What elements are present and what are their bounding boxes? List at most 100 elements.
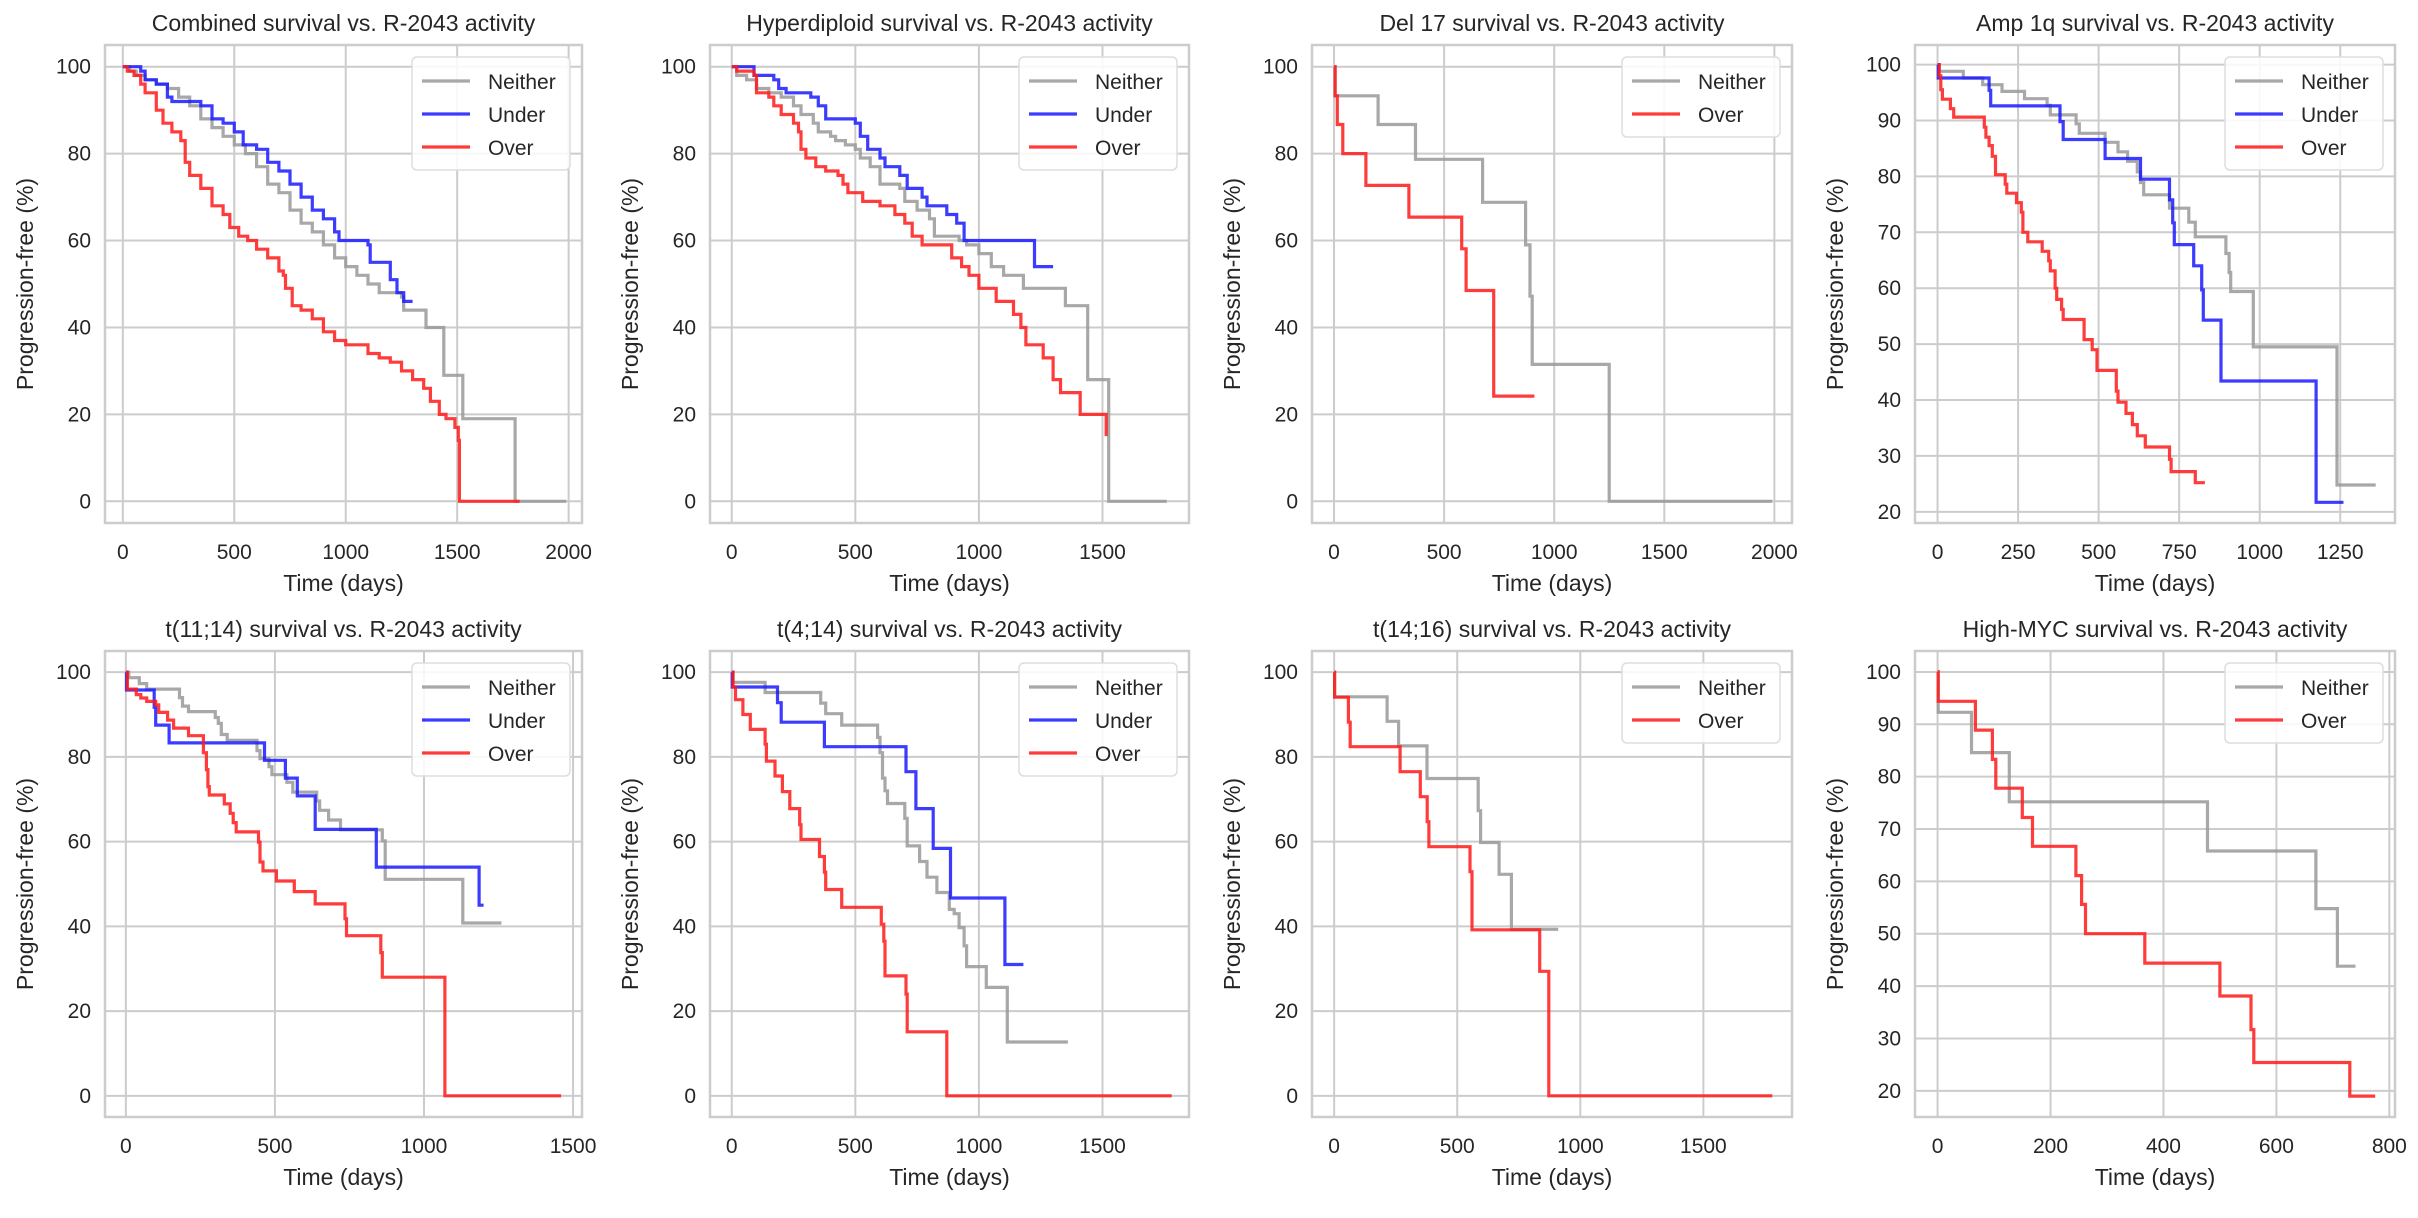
x-axis-label: Time (days) <box>2095 1164 2216 1190</box>
y-tick-label: 20 <box>1275 403 1298 426</box>
series-line-over <box>1937 62 2205 485</box>
chart-panel-4: 0 250 500 750 1000 1250 20 30 40 50 60 70 80 90 100 Amp… <box>1822 10 2397 596</box>
legend-box <box>1018 662 1178 777</box>
y-tick-label: 60 <box>1878 277 1901 300</box>
series-line-under <box>122 65 413 303</box>
x-tick-label: 0 <box>1328 541 1340 564</box>
x-axis-label: Time (days) <box>1492 570 1613 596</box>
x-axis-label: Time (days) <box>283 1164 404 1190</box>
legend-label: Over <box>1698 104 1744 127</box>
legend-label: Neither <box>1698 677 1766 700</box>
chart-panel-8: 0 200 400 600 800 20 30 40 50 60 70 80 90 100 High-MYC… <box>1822 616 2407 1190</box>
x-tick-label: 1250 <box>2317 541 2364 564</box>
axes-frame <box>1310 43 1794 525</box>
y-tick-label: 60 <box>673 230 696 253</box>
y-tick-label: 0 <box>684 490 696 513</box>
y-tick-label: 50 <box>1878 923 1901 946</box>
legend-label: Neither <box>1698 71 1766 94</box>
legend: Neither Over <box>1621 56 1781 138</box>
x-tick-label: 1500 <box>434 541 481 564</box>
series-line-neither <box>731 65 1167 503</box>
x-tick-label: 400 <box>2146 1135 2181 1158</box>
chart-title: High-MYC survival vs. R-2043 activity <box>1963 616 2348 642</box>
y-tick-label: 40 <box>1275 915 1298 938</box>
y-tick-label: 20 <box>1878 1080 1901 1103</box>
y-tick-label: 80 <box>1275 746 1298 769</box>
y-tick-label: 20 <box>68 403 91 426</box>
y-tick-label: 60 <box>68 230 91 253</box>
x-tick-label: 0 <box>117 541 129 564</box>
series-line-over <box>125 670 562 1098</box>
y-tick-label: 60 <box>1275 230 1298 253</box>
legend-label: Neither <box>1095 677 1163 700</box>
x-tick-label: 0 <box>726 1135 738 1158</box>
y-tick-label: 20 <box>68 1000 91 1023</box>
legend-label: Over <box>2301 137 2347 160</box>
series-line-neither <box>125 670 502 925</box>
chart-panel-5: 0 500 1000 1500 0 20 40 60 80 100 t(11;14) surviva… <box>12 616 596 1190</box>
y-tick-label: 100 <box>1263 661 1298 684</box>
y-tick-label: 40 <box>68 915 91 938</box>
x-tick-label: 1500 <box>1079 1135 1126 1158</box>
chart-title: Hyperdiploid survival vs. R-2043 activit… <box>746 10 1153 36</box>
y-axis-label: Progression-free (%) <box>1822 178 1848 390</box>
series-line-neither <box>1937 62 2376 487</box>
legend-box <box>1621 662 1781 744</box>
y-axis-label: Progression-free (%) <box>617 178 643 390</box>
chart-title: t(11;14) survival vs. R-2043 activity <box>165 616 522 642</box>
series-line-under <box>731 65 1054 269</box>
x-tick-label: 1000 <box>401 1135 448 1158</box>
legend-label: Over <box>1095 743 1141 766</box>
chart-title: Del 17 survival vs. R-2043 activity <box>1379 10 1725 36</box>
y-tick-label: 30 <box>1878 1027 1901 1050</box>
x-tick-label: 1000 <box>1531 541 1578 564</box>
y-tick-label: 80 <box>1878 165 1901 188</box>
y-tick-label: 100 <box>1263 56 1298 79</box>
y-axis-label: Progression-free (%) <box>12 778 38 990</box>
y-tick-label: 100 <box>56 56 91 79</box>
y-tick-label: 70 <box>1878 818 1901 841</box>
series-line-neither <box>122 65 567 503</box>
y-tick-label: 0 <box>1286 1085 1298 1108</box>
x-axis-label: Time (days) <box>2095 570 2216 596</box>
y-tick-label: 90 <box>1878 109 1901 132</box>
x-axis-label: Time (days) <box>889 1164 1010 1190</box>
y-tick-label: 40 <box>673 915 696 938</box>
y-tick-label: 100 <box>661 661 696 684</box>
y-axis-label: Progression-free (%) <box>1219 778 1245 990</box>
chart-title: Amp 1q survival vs. R-2043 activity <box>1976 10 2334 36</box>
axes-frame <box>103 649 584 1119</box>
legend-label: Neither <box>2301 71 2369 94</box>
x-tick-label: 500 <box>1427 541 1462 564</box>
axes-frame <box>103 43 584 525</box>
y-axis-label: Progression-free (%) <box>12 178 38 390</box>
legend-box <box>411 662 571 777</box>
x-tick-label: 0 <box>1932 541 1944 564</box>
legend-label: Under <box>488 104 545 127</box>
legend-box <box>1621 56 1781 138</box>
x-tick-label: 1000 <box>956 541 1003 564</box>
x-tick-label: 1500 <box>550 1135 597 1158</box>
x-tick-label: 500 <box>257 1135 292 1158</box>
y-tick-label: 40 <box>1878 975 1901 998</box>
chart-panel-1: 0 500 1000 1500 2000 0 20 40 60 80 100 Combined sur… <box>12 10 592 596</box>
legend: Neither Under Over <box>411 662 571 777</box>
y-tick-label: 100 <box>661 56 696 79</box>
legend: Neither Over <box>2224 662 2384 744</box>
legend-label: Neither <box>1095 71 1163 94</box>
x-tick-label: 1500 <box>1680 1135 1727 1158</box>
x-tick-label: 1500 <box>1641 541 1688 564</box>
x-tick-label: 500 <box>2081 541 2116 564</box>
y-tick-label: 40 <box>1275 316 1298 339</box>
x-tick-label: 1000 <box>956 1135 1003 1158</box>
series-line-neither <box>1936 670 2356 968</box>
x-tick-label: 500 <box>1440 1135 1475 1158</box>
series-line-over <box>1333 670 1773 1098</box>
legend: Neither Under Over <box>1018 56 1178 171</box>
y-tick-label: 70 <box>1878 221 1901 244</box>
legend-label: Neither <box>488 677 556 700</box>
x-tick-label: 0 <box>726 541 738 564</box>
series-line-over <box>731 65 1108 437</box>
series-line-over <box>1333 65 1535 398</box>
chart-panel-2: 0 500 1000 1500 0 20 40 60 80 100 Hyperdiploid sur… <box>617 10 1191 596</box>
